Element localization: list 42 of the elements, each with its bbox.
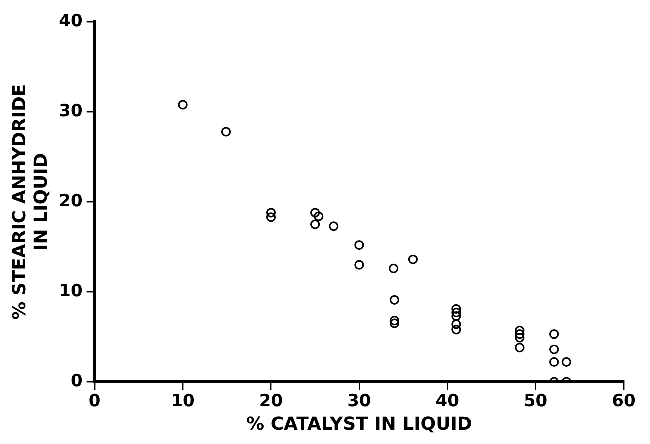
point [310, 220, 320, 230]
y-tick-label: 20 [59, 192, 84, 212]
y-tick-label: 40 [59, 12, 84, 32]
point [452, 320, 462, 330]
point [515, 333, 525, 343]
point [310, 208, 320, 218]
point [562, 357, 572, 368]
x-axis-title: % CATALYST IN LIQUID [246, 414, 472, 435]
y-tick-label: 10 [59, 281, 84, 302]
point [452, 325, 462, 335]
y-tick-label: 0 [71, 371, 84, 392]
point [314, 212, 324, 222]
y-tick-label: 30 [59, 102, 84, 122]
point [408, 254, 418, 264]
point [515, 326, 525, 336]
point [354, 240, 364, 250]
point [178, 100, 188, 110]
point [389, 264, 399, 274]
point [515, 343, 525, 353]
x-tick-label: 20 [259, 392, 284, 412]
x-tick-label: 0 [88, 392, 101, 412]
x-tick-label: 10 [171, 392, 196, 412]
point [266, 212, 276, 222]
point [221, 127, 232, 137]
point [452, 308, 462, 318]
point [266, 208, 276, 218]
point [354, 260, 364, 270]
x-tick-label: 30 [348, 392, 372, 412]
point [452, 304, 462, 314]
point [390, 295, 400, 305]
point [550, 330, 560, 340]
x-tick-label: 40 [436, 392, 460, 412]
point [390, 318, 400, 328]
point [515, 330, 525, 340]
y-axis-title: % STEARIC ANHYDRIDE IN LIQUID [9, 84, 52, 320]
point [550, 357, 560, 368]
x-tick-label: 50 [524, 392, 548, 412]
point [390, 316, 400, 326]
x-tick-label: 60 [612, 392, 636, 412]
point [329, 222, 339, 232]
point [452, 312, 462, 322]
point [550, 344, 560, 354]
